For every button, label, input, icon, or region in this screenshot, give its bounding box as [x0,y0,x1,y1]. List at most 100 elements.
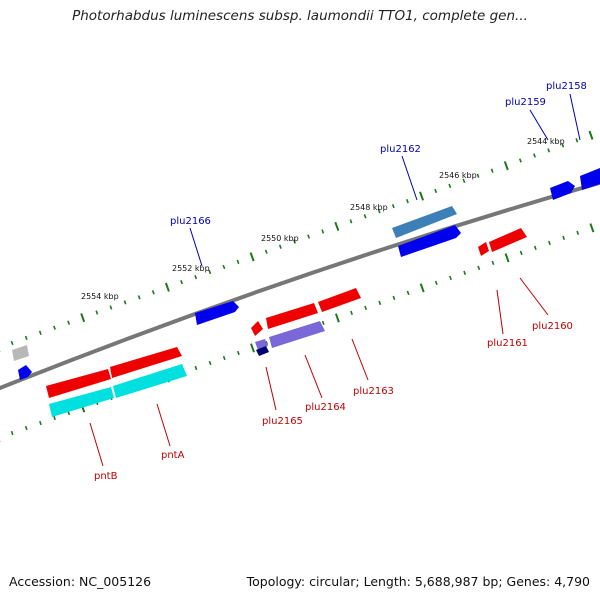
minor-tick [378,300,382,306]
major-tick [419,191,425,201]
minor-tick [575,138,579,143]
minor-tick [533,245,537,251]
minor-tick [123,300,127,305]
major-tick [334,221,340,232]
tick-label-2548: 2548 kbp [350,203,388,212]
minor-tick [321,320,325,326]
gene-pntA[interactable] [110,347,182,378]
minor-tick [194,274,198,280]
minor-tick [350,310,353,316]
reverse-gene-track [46,228,527,417]
minor-tick [151,290,155,295]
cds-pntB[interactable] [49,387,114,417]
minor-tick [434,188,438,194]
gene-plu2161[interactable] [478,242,489,256]
minor-tick [137,295,141,300]
major-tick [164,282,170,292]
major-tick [589,223,595,233]
gene-plu2162[interactable] [398,225,461,257]
minor-tick [377,209,381,214]
outer-tick-track [0,130,594,353]
map-title: Photorhabdus luminescens subsp. laumondi… [72,8,528,24]
minor-tick [547,148,551,153]
minor-tick [518,158,522,163]
minor-tick [476,173,480,178]
label-plu2166: plu2166 [170,216,211,227]
gene-plu2163[interactable] [318,288,361,312]
inner-tick-track [0,223,595,443]
label-plu2160: plu2160 [532,321,573,332]
minor-tick [548,240,551,246]
gene-plu2165[interactable] [251,321,263,336]
minor-tick [462,178,466,183]
minor-tick [561,143,565,148]
gene-plu2159[interactable] [550,181,575,200]
cds-pntA[interactable] [113,364,187,398]
forward-gene-track [12,168,600,380]
minor-tick [293,239,296,244]
minor-tick [491,260,495,266]
minor-tick [10,340,14,346]
label-plu2165: plu2165 [262,416,303,427]
major-tick [249,252,255,262]
minor-tick [519,250,523,256]
cds-plu2162[interactable] [392,206,457,238]
label-leaders [89,93,581,467]
minor-tick [463,270,467,276]
cds-plu2164[interactable] [269,321,325,348]
label-plu2162: plu2162 [380,144,421,155]
tick-label-2552: 2552 kbp [172,264,210,273]
minor-tick [533,153,536,158]
minor-tick [477,265,481,271]
minor-tick [307,234,311,239]
gene-pntB[interactable] [46,369,111,398]
major-tick [504,253,510,263]
gene-plu2160[interactable] [489,228,527,252]
minor-tick [38,330,42,335]
tick-label-2544: 2544 kbp [527,137,565,146]
label-plu2161: plu2161 [487,338,528,349]
minor-tick [236,259,240,265]
gene-plu2164[interactable] [266,303,318,329]
minor-tick [449,275,452,281]
minor-tick [406,198,409,204]
minor-tick [434,280,438,286]
gene-left-gray[interactable] [12,345,29,361]
gene-plu2166[interactable] [195,301,239,325]
major-tick [250,343,255,353]
minor-tick [194,365,198,371]
minor-tick [576,230,580,235]
tick-label-2546: 2546 kbp [439,171,477,180]
genome-summary-text: Topology: circular; Length: 5,688,987 bp… [246,574,590,589]
gene-plu2158[interactable] [580,168,600,190]
major-tick [80,313,86,323]
minor-tick [39,420,42,426]
major-tick [419,283,425,293]
label-plu2158: plu2158 [546,81,587,92]
minor-tick [264,249,268,254]
minor-tick [562,235,566,241]
accession-text: Accession: NC_005126 [9,574,152,589]
tick-label-2550: 2550 kbp [261,234,299,243]
gene-left-blue[interactable] [18,365,32,380]
minor-tick [321,229,325,234]
minor-tick [67,320,71,325]
minor-tick [364,305,368,311]
genome-backbone [0,180,600,391]
major-tick [334,313,340,323]
minor-tick [180,280,183,285]
minor-tick [236,350,240,356]
minor-tick [448,183,452,189]
minor-tick [208,360,212,366]
cds-plu2165-navy[interactable] [256,346,269,356]
minor-tick [109,305,113,310]
label-pntB: pntB [94,471,118,482]
minor-tick [24,425,28,431]
minor-tick [222,264,226,270]
minor-tick [208,269,212,275]
major-tick [588,130,594,140]
minor-tick [349,219,353,224]
minor-tick [24,335,28,341]
minor-tick [406,290,410,296]
